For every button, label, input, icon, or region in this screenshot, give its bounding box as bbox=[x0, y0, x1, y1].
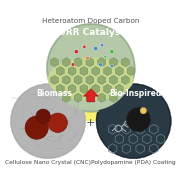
Polygon shape bbox=[50, 58, 58, 67]
Polygon shape bbox=[62, 93, 70, 102]
Circle shape bbox=[12, 85, 84, 157]
Circle shape bbox=[71, 63, 75, 66]
Circle shape bbox=[46, 23, 135, 112]
Circle shape bbox=[126, 107, 151, 132]
Polygon shape bbox=[74, 75, 82, 84]
FancyArrow shape bbox=[84, 89, 98, 102]
Polygon shape bbox=[74, 93, 82, 102]
Circle shape bbox=[48, 25, 134, 111]
Circle shape bbox=[100, 44, 104, 47]
Polygon shape bbox=[62, 58, 70, 67]
Polygon shape bbox=[121, 75, 129, 84]
Polygon shape bbox=[86, 75, 94, 84]
Circle shape bbox=[86, 56, 89, 60]
Polygon shape bbox=[104, 84, 111, 93]
Circle shape bbox=[97, 85, 170, 157]
Polygon shape bbox=[74, 58, 82, 67]
Circle shape bbox=[48, 113, 67, 132]
Circle shape bbox=[83, 45, 86, 48]
Polygon shape bbox=[98, 93, 106, 102]
Polygon shape bbox=[110, 93, 117, 102]
Polygon shape bbox=[98, 58, 106, 67]
Circle shape bbox=[94, 46, 98, 50]
Polygon shape bbox=[92, 84, 100, 93]
Circle shape bbox=[110, 50, 114, 54]
Circle shape bbox=[140, 107, 147, 114]
Polygon shape bbox=[115, 67, 123, 76]
Text: ORR Catalyst: ORR Catalyst bbox=[58, 28, 124, 37]
Circle shape bbox=[10, 84, 86, 159]
Circle shape bbox=[110, 65, 113, 68]
Polygon shape bbox=[68, 84, 76, 93]
Circle shape bbox=[74, 50, 78, 54]
Text: Bio-Inspired: Bio-Inspired bbox=[109, 89, 161, 98]
Polygon shape bbox=[110, 75, 117, 84]
Circle shape bbox=[104, 55, 107, 58]
Polygon shape bbox=[121, 58, 129, 67]
Polygon shape bbox=[86, 93, 94, 102]
Polygon shape bbox=[104, 67, 111, 76]
Polygon shape bbox=[110, 58, 117, 67]
Circle shape bbox=[36, 109, 50, 124]
Text: Heteroatom Doped Carbon: Heteroatom Doped Carbon bbox=[42, 18, 140, 24]
Text: Biomass: Biomass bbox=[37, 89, 73, 98]
Polygon shape bbox=[80, 67, 88, 76]
Polygon shape bbox=[127, 67, 135, 76]
Text: +: + bbox=[86, 118, 96, 128]
Polygon shape bbox=[68, 67, 76, 76]
Polygon shape bbox=[56, 67, 64, 76]
Polygon shape bbox=[98, 75, 106, 84]
Polygon shape bbox=[115, 84, 123, 93]
Circle shape bbox=[25, 116, 48, 139]
Polygon shape bbox=[62, 75, 70, 84]
Text: Polydopamine (PDA) Coating: Polydopamine (PDA) Coating bbox=[91, 160, 176, 165]
Text: Cellulose Nano Crystal (CNC): Cellulose Nano Crystal (CNC) bbox=[5, 160, 91, 165]
Polygon shape bbox=[50, 75, 58, 84]
Polygon shape bbox=[86, 58, 94, 67]
Polygon shape bbox=[56, 84, 64, 93]
Circle shape bbox=[96, 84, 171, 159]
Polygon shape bbox=[80, 84, 88, 93]
Circle shape bbox=[99, 63, 102, 66]
Ellipse shape bbox=[48, 58, 134, 101]
Polygon shape bbox=[48, 81, 134, 121]
Polygon shape bbox=[92, 67, 100, 76]
